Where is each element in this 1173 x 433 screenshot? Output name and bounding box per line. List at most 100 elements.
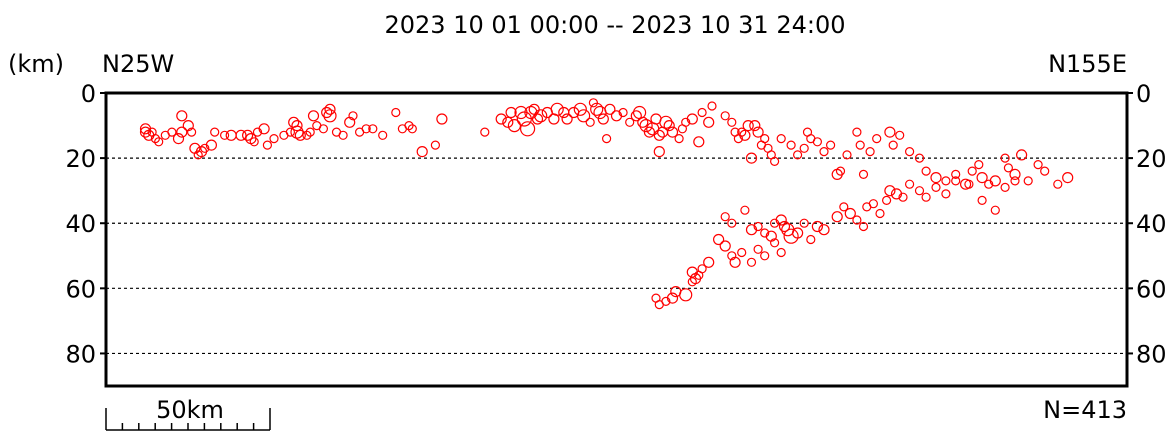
hypocenter-marker <box>703 256 715 268</box>
y-tick-label-left: 80 <box>65 340 96 368</box>
hypocenter-marker <box>666 126 679 138</box>
hypocenter-marker <box>746 257 757 267</box>
hypocenter-marker <box>727 117 737 127</box>
hypocenter-marker <box>193 150 203 160</box>
hypocenter-marker <box>262 140 272 150</box>
hypocenter-marker <box>792 150 803 160</box>
hypocenter-marker <box>769 218 780 228</box>
hypocenter-marker <box>176 126 188 138</box>
hypocenter-marker <box>1053 179 1063 189</box>
hypocenter-marker <box>819 147 829 157</box>
hypocenter-marker <box>561 113 573 125</box>
hypocenter-marker <box>707 101 717 111</box>
hypocenter-marker <box>745 152 758 164</box>
hypocenter-marker <box>881 195 892 205</box>
hypocenter-marker <box>338 130 348 140</box>
hypocenter-marker <box>852 127 862 137</box>
hypocenter-marker <box>835 166 846 176</box>
event-count-label: N=413 <box>1043 396 1127 424</box>
hypocenter-marker <box>872 134 882 144</box>
hypocenter-marker <box>888 140 898 150</box>
hypocenter-marker <box>769 238 780 248</box>
hypocenter-marker <box>858 169 869 179</box>
hypocenter-marker <box>323 109 337 123</box>
plot-frame <box>104 91 1129 388</box>
y-tick-label-right: 80 <box>1136 340 1167 368</box>
hypocenter-markers <box>139 98 1074 310</box>
hypocenter-marker <box>1003 163 1014 173</box>
hypocenter-marker <box>858 221 869 232</box>
hypocenter-marker <box>391 107 401 118</box>
hypocenter-marker <box>630 110 642 122</box>
hypocenter-marker <box>659 115 673 129</box>
hypocenter-marker <box>799 143 809 153</box>
hypocenter-marker <box>550 102 564 116</box>
hypocenter-marker <box>868 199 879 209</box>
hypocenter-marker <box>235 129 247 141</box>
hypocenter-marker <box>753 244 763 254</box>
hypocenter-marker <box>291 119 303 132</box>
hypocenter-marker <box>205 139 217 151</box>
hypocenter-marker <box>749 119 761 132</box>
hypocenter-marker <box>898 192 908 202</box>
hypocenter-marker <box>742 119 754 132</box>
hypocenter-marker <box>875 208 885 219</box>
hypocenter-marker <box>378 130 388 140</box>
hypocenter-marker <box>844 207 856 220</box>
hypocenter-marker <box>249 137 259 147</box>
hypocenter-marker <box>436 113 448 125</box>
hypocenter-marker <box>921 166 931 176</box>
gridlines <box>106 157 1127 355</box>
hypocenter-marker <box>1033 160 1043 170</box>
hypocenter-marker <box>977 195 987 205</box>
hypocenter-marker <box>307 110 320 122</box>
hypocenter-marker <box>914 153 925 163</box>
hypocenter-marker <box>839 202 849 212</box>
hypocenter-marker <box>976 172 988 184</box>
hypocenter-marker <box>576 109 591 123</box>
hypocenter-marker <box>637 116 649 128</box>
hypocenter-marker <box>951 176 961 186</box>
hypocenter-marker <box>210 127 220 137</box>
hypocenter-marker <box>1015 149 1028 161</box>
hypocenter-marker <box>703 116 715 128</box>
hypocenter-marker <box>252 127 263 137</box>
hypocenter-marker <box>740 205 750 215</box>
chart-title: 2023 10 01 00:00 -- 2023 10 31 24:00 <box>385 11 846 39</box>
hypocenter-marker <box>172 133 185 145</box>
hypocenter-marker <box>290 125 304 139</box>
y-tick-label-left: 40 <box>65 210 96 238</box>
hypocenter-marker <box>167 127 177 137</box>
hypocenter-marker <box>776 134 786 144</box>
hypocenter-marker <box>666 292 679 304</box>
hypocenter-marker <box>760 251 770 261</box>
hypocenter-marker <box>1000 182 1010 192</box>
hypocenter-marker <box>775 214 787 226</box>
hypocenter-marker <box>242 129 254 141</box>
hypocenter-marker <box>753 221 763 232</box>
left-direction-label: N25W <box>102 50 174 78</box>
hypocenter-marker <box>712 233 725 246</box>
hypocenter-marker <box>585 117 595 127</box>
hypocenter-marker <box>524 105 538 120</box>
hypocenter-marker <box>951 169 961 179</box>
y-tick-label-left: 60 <box>65 275 96 303</box>
hypocenter-marker <box>904 147 915 157</box>
hypocenter-marker <box>760 228 770 238</box>
hypocenter-marker <box>404 120 414 131</box>
hypocenter-marker <box>225 129 237 141</box>
hypocenter-marker <box>852 215 862 225</box>
hypocenter-marker <box>989 175 1001 187</box>
hypocenter-marker <box>811 220 824 233</box>
hypocenter-marker <box>865 147 875 157</box>
hypocenter-marker <box>361 124 371 134</box>
hypocenter-marker <box>720 111 730 121</box>
hypocenter-marker <box>914 186 925 196</box>
hypocenter-marker <box>679 288 693 302</box>
hypocenter-marker <box>812 137 823 147</box>
hypocenter-marker <box>573 102 587 116</box>
hypocenter-marker <box>686 113 698 125</box>
y-tick-label-right: 20 <box>1136 145 1167 173</box>
hypocenter-marker <box>1023 176 1033 186</box>
hypocenter-marker <box>760 134 770 144</box>
